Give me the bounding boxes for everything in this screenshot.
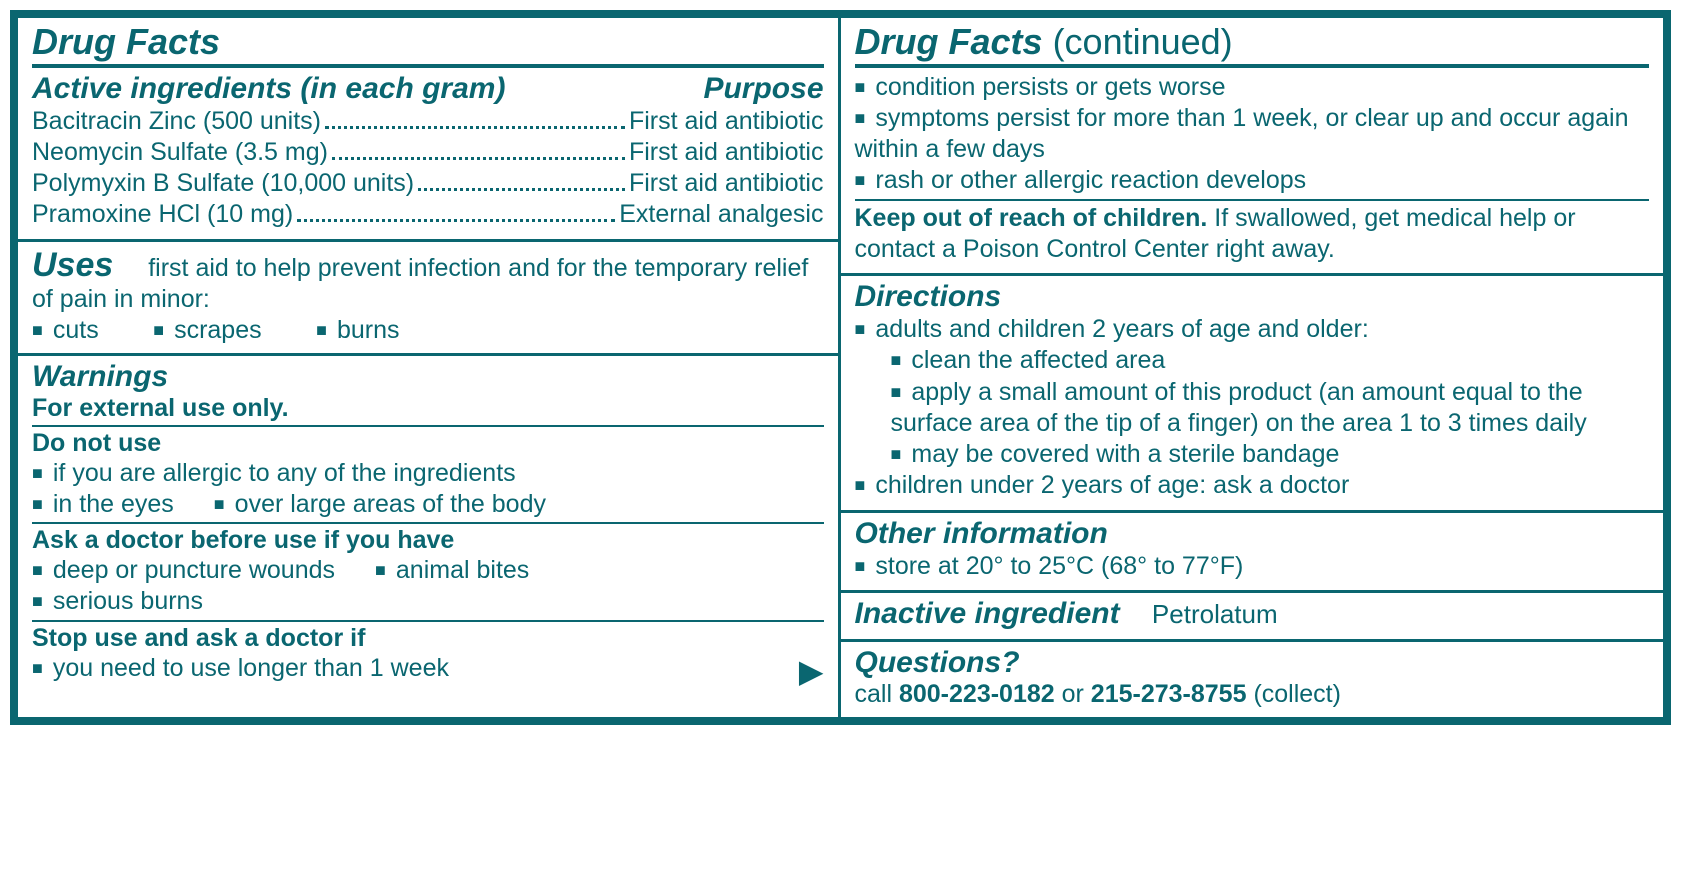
continued-item: condition persists or gets worse	[855, 72, 1650, 103]
ingredient-name: Neomycin Sulfate (3.5 mg)	[32, 137, 328, 168]
ask-doctor-item: deep or puncture wounds	[32, 555, 335, 586]
questions-pre: call	[855, 680, 899, 708]
title-drug-facts-continued: Drug Facts (continued)	[855, 22, 1650, 62]
uses-item: scrapes	[153, 316, 261, 345]
ask-doctor-item: animal bites	[375, 555, 529, 586]
uses-lead: first aid to help prevent infection and …	[32, 254, 808, 313]
directions-subitem: apply a small amount of this product (an…	[855, 377, 1650, 440]
continue-arrow-icon: ▶	[799, 659, 824, 685]
left-column: Drug Facts Active ingredients (in each g…	[15, 15, 841, 720]
right-column: Drug Facts (continued) condition persist…	[841, 15, 1667, 720]
keep-out-bold: Keep out of reach of children.	[855, 204, 1208, 232]
warnings-heading: Warnings	[32, 360, 824, 394]
do-not-use-item: in the eyes	[32, 489, 174, 520]
do-not-use-item: over large areas of the body	[214, 489, 546, 520]
ingredient-purpose: First aid antibiotic	[629, 137, 824, 168]
title-continued: (continued)	[1053, 21, 1233, 62]
ingredient-row: Bacitracin Zinc (500 units) First aid an…	[32, 106, 824, 137]
directions-item: children under 2 years of age: ask a doc…	[855, 470, 1650, 501]
active-ingredients-header: Active ingredients (in each gram) Purpos…	[32, 72, 824, 106]
directions-subitem: may be covered with a sterile bandage	[855, 439, 1650, 470]
dot-leader	[418, 174, 625, 192]
uses-item: burns	[316, 316, 399, 345]
title-drug-facts: Drug Facts	[32, 22, 824, 62]
stop-use-heading: Stop use and ask a doctor if	[32, 624, 824, 653]
uses-heading: Uses	[32, 246, 113, 284]
other-info-heading: Other information	[855, 517, 1650, 551]
questions-heading: Questions?	[855, 646, 1650, 680]
do-not-use-item: if you are allergic to any of the ingred…	[32, 458, 824, 489]
ingredient-name: Pramoxine HCl (10 mg)	[32, 199, 293, 230]
inactive-heading-text: Inactive ingredient	[855, 597, 1120, 630]
keep-out-line: Keep out of reach of children. If swallo…	[855, 203, 1650, 266]
stop-use-item: you need to use longer than 1 week	[32, 653, 824, 684]
questions-phone1: 800-223-0182	[899, 680, 1055, 708]
ingredient-name: Bacitracin Zinc (500 units)	[32, 106, 321, 137]
uses-bullets: cuts scrapes burns	[32, 316, 824, 345]
questions-mid: or	[1055, 680, 1091, 708]
ingredient-name: Polymyxin B Sulfate (10,000 units)	[32, 168, 414, 199]
drug-facts-label: Drug Facts Active ingredients (in each g…	[10, 10, 1671, 725]
panel-other-info: Other information store at 20° to 25°C (…	[841, 513, 1667, 593]
continued-item: rash or other allergic reaction develops	[855, 165, 1650, 196]
purpose-heading: Purpose	[703, 72, 823, 106]
inactive-value: Petrolatum	[1152, 599, 1278, 629]
panel-warnings: Warnings For external use only. Do not u…	[15, 356, 841, 720]
panel-uses: Uses first aid to help prevent infection…	[15, 242, 841, 356]
directions-item: adults and children 2 years of age and o…	[855, 314, 1650, 345]
ingredient-purpose: First aid antibiotic	[629, 168, 824, 199]
warnings-external: For external use only.	[32, 394, 824, 423]
panel-active-ingredients: Drug Facts Active ingredients (in each g…	[15, 15, 841, 242]
other-info-item: store at 20° to 25°C (68° to 77°F)	[855, 551, 1650, 582]
directions-heading: Directions	[855, 280, 1650, 314]
ingredient-purpose: First aid antibiotic	[629, 106, 824, 137]
panel-questions: Questions? call 800-223-0182 or 215-273-…	[841, 642, 1667, 720]
dot-leader	[297, 205, 615, 223]
questions-phone2: 215-273-8755	[1091, 680, 1247, 708]
ingredient-row: Polymyxin B Sulfate (10,000 units) First…	[32, 168, 824, 199]
ask-doctor-item: serious burns	[32, 586, 824, 617]
uses-lead-line: Uses first aid to help prevent infection…	[32, 246, 824, 314]
panel-directions: Directions adults and children 2 years o…	[841, 276, 1667, 513]
continued-item: symptoms persist for more than 1 week, o…	[855, 103, 1650, 166]
ingredient-purpose: External analgesic	[619, 199, 823, 230]
dot-leader	[332, 142, 625, 160]
questions-post: (collect)	[1247, 680, 1341, 708]
directions-subitem: clean the affected area	[855, 345, 1650, 376]
panel-inactive: Inactive ingredient Petrolatum	[841, 593, 1667, 642]
uses-item: cuts	[32, 316, 99, 345]
questions-line: call 800-223-0182 or 215-273-8755 (colle…	[855, 680, 1650, 709]
active-ingredients-heading: Active ingredients (in each gram)	[32, 72, 505, 106]
ingredient-row: Neomycin Sulfate (3.5 mg) First aid anti…	[32, 137, 824, 168]
title-text: Drug Facts	[855, 21, 1043, 62]
dot-leader	[325, 111, 625, 129]
ingredient-row: Pramoxine HCl (10 mg) External analgesic	[32, 199, 824, 230]
inactive-heading: Inactive ingredient Petrolatum	[855, 597, 1650, 631]
do-not-use-heading: Do not use	[32, 429, 824, 458]
panel-continued: Drug Facts (continued) condition persist…	[841, 15, 1667, 276]
ask-doctor-heading: Ask a doctor before use if you have	[32, 526, 824, 555]
